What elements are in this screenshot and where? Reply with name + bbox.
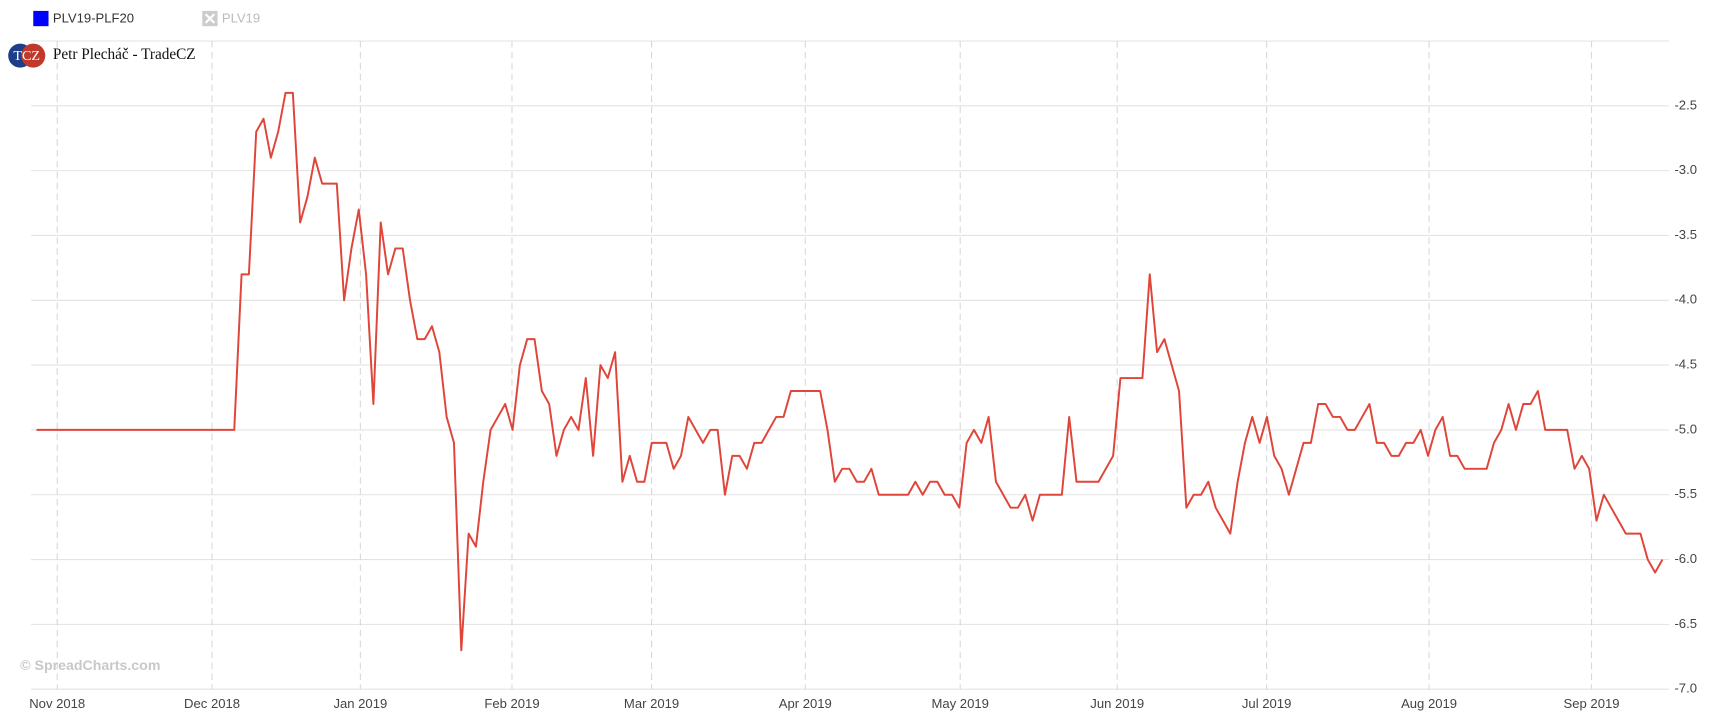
- x-tick-label: Jan 2019: [333, 696, 387, 711]
- y-tick-label: -5.5: [1674, 486, 1697, 501]
- x-tick-label: May 2019: [931, 696, 988, 711]
- y-tick-label: -3.5: [1674, 227, 1697, 242]
- series-line: [36, 91, 1664, 652]
- legend-label: PLV19: [222, 11, 260, 26]
- logo-right: [21, 43, 46, 68]
- y-tick-label: -3.0: [1674, 162, 1697, 177]
- legend-label: PLV19-PLF20: [53, 11, 134, 26]
- legend-swatch: [33, 10, 49, 27]
- y-tick-label: -6.0: [1674, 551, 1697, 566]
- x-tick-label: Sep 2019: [1564, 696, 1620, 711]
- brand: TCZ Petr Plecháč - TradeCZ: [8, 43, 196, 68]
- x-tick-label: Jun 2019: [1090, 696, 1144, 711]
- y-tick-label: -4.5: [1674, 357, 1697, 372]
- y-tick-label: -2.5: [1674, 97, 1697, 112]
- grid: [31, 40, 1670, 690]
- x-tick-label: Aug 2019: [1401, 696, 1457, 711]
- x-tick-label: Jul 2019: [1242, 696, 1291, 711]
- x-tick-label: Feb 2019: [484, 696, 539, 711]
- y-tick-label: -5.0: [1674, 421, 1697, 436]
- legend-cross: [204, 13, 216, 24]
- y-tick-label: -4.0: [1674, 292, 1697, 307]
- x-tick-label: Nov 2018: [29, 696, 85, 711]
- x-tick-label: Apr 2019: [779, 696, 832, 711]
- legend: PLV19-PLF20 PLV19: [33, 11, 260, 27]
- x-tick-label: Dec 2018: [184, 696, 240, 711]
- watermark: © SpreadCharts.com: [20, 658, 160, 674]
- brand-name: Petr Plecháč - TradeCZ: [53, 46, 196, 63]
- y-tick-label: -6.5: [1674, 616, 1697, 631]
- x-tick-label: Mar 2019: [624, 696, 679, 711]
- y-tick-label: -7.0: [1674, 681, 1697, 696]
- logo-text: TCZ: [13, 48, 40, 64]
